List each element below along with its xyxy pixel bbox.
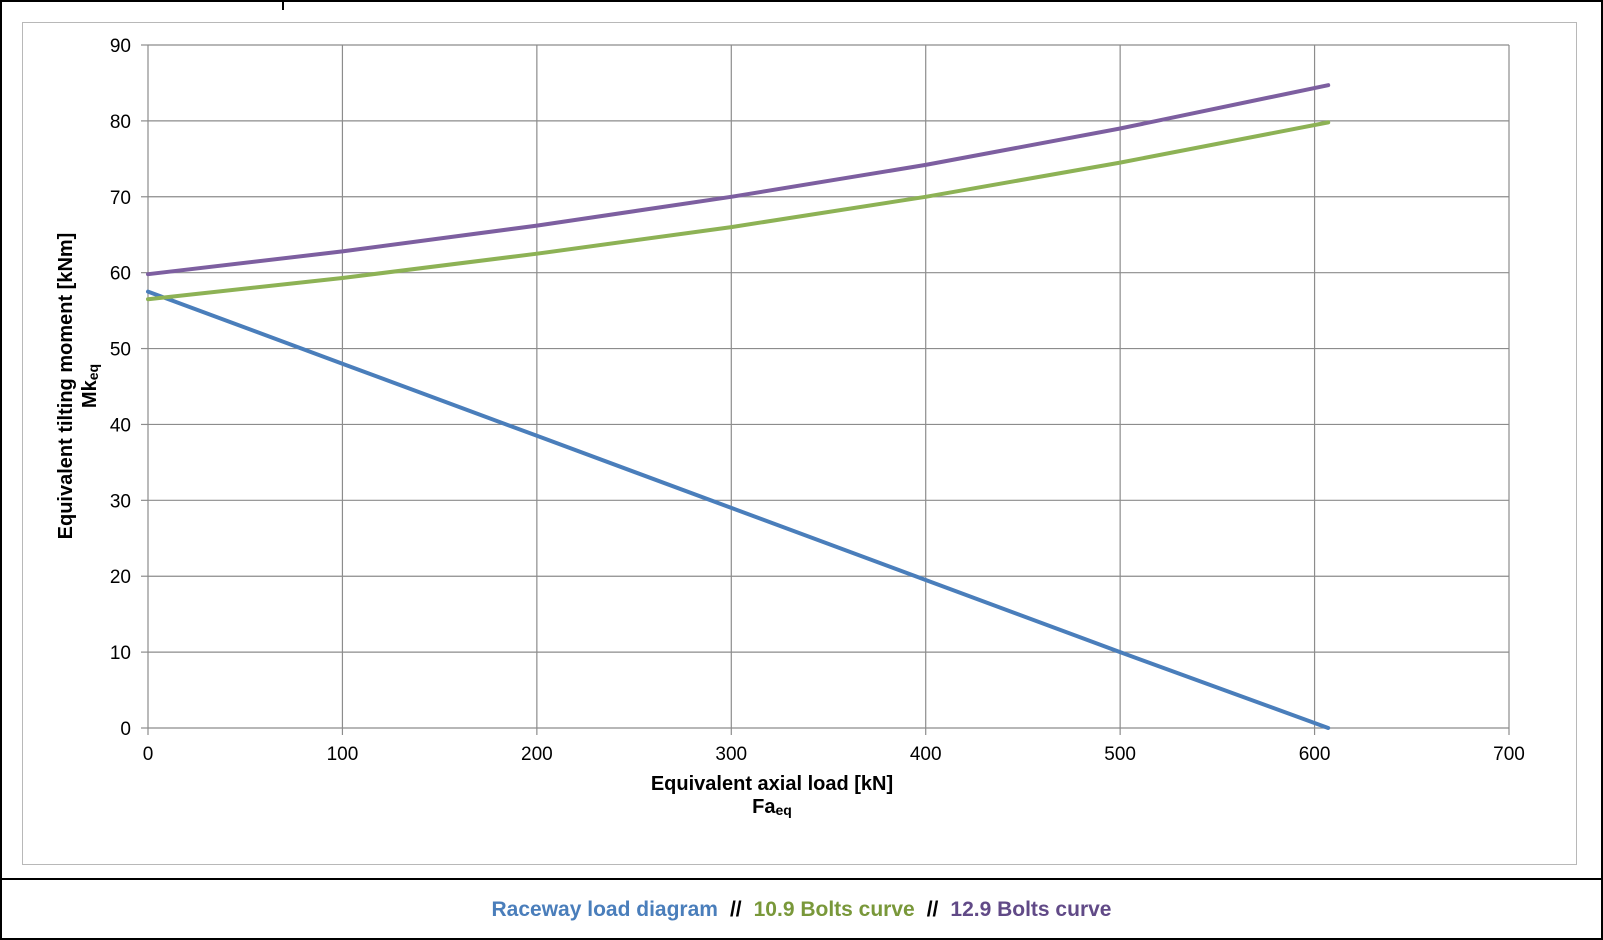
x-tick-label: 0 xyxy=(143,744,154,765)
y-axis-ticks: 0 10 20 30 40 50 60 70 80 90 xyxy=(110,36,131,740)
y-tick-label: 90 xyxy=(110,36,131,57)
x-axis-subtitle-main: Fa xyxy=(752,796,776,818)
y-tick-label: 10 xyxy=(110,643,131,664)
x-tick-label: 700 xyxy=(1493,744,1525,765)
y-tick-label: 70 xyxy=(110,188,131,209)
legend-item-10-9-bolts: 10.9 Bolts curve xyxy=(753,898,915,921)
plot-area-frame xyxy=(22,22,1577,865)
x-tick-label: 200 xyxy=(521,744,553,765)
y-tick-label: 30 xyxy=(110,491,131,512)
y-axis-subtitle: Mkeq xyxy=(79,364,101,408)
y-tick-label: 20 xyxy=(110,567,131,588)
x-axis-subtitle: Faeq xyxy=(752,796,792,818)
legend-item-raceway: Raceway load diagram xyxy=(491,898,718,921)
legend-separator: // xyxy=(926,898,939,921)
y-axis-title: Equivalent tilting moment [kNm] xyxy=(55,233,77,540)
x-tick-label: 100 xyxy=(327,744,359,765)
y-tick-label: 80 xyxy=(110,112,131,133)
series-lines xyxy=(146,83,1331,730)
y-tick-label: 50 xyxy=(110,340,131,361)
series-line-12-9-bolts-curve xyxy=(146,83,1331,277)
y-axis-subtitle-suffix: eq xyxy=(85,364,101,380)
chart-panel xyxy=(0,0,1603,880)
x-axis-subtitle-suffix: eq xyxy=(776,802,792,818)
x-tick-label: 600 xyxy=(1299,744,1331,765)
legend-separator: // xyxy=(729,898,742,921)
x-tick-label: 500 xyxy=(1104,744,1136,765)
x-axis-title: Equivalent axial load [kN] xyxy=(651,773,893,795)
x-tick-label: 400 xyxy=(910,744,942,765)
panel-notch xyxy=(282,0,284,10)
x-tick-label: 300 xyxy=(715,744,747,765)
line-chart: 0 100 200 300 400 500 600 700 0 10 20 30 40 50 60 70 80… xyxy=(55,36,1525,818)
y-tick-label: 40 xyxy=(110,415,131,436)
series-line-raceway-load-diagram xyxy=(146,289,1331,730)
grid-lines xyxy=(141,44,1510,735)
legend-item-12-9-bolts: 12.9 Bolts curve xyxy=(950,898,1112,921)
y-axis-subtitle-main: Mk xyxy=(79,379,101,408)
series-line-10-9-bolts-curve xyxy=(146,120,1331,302)
y-tick-label: 60 xyxy=(110,264,131,285)
x-axis-ticks: 0 100 200 300 400 500 600 700 xyxy=(143,744,1525,765)
y-tick-label: 0 xyxy=(120,719,131,740)
legend: Raceway load diagram // 10.9 Bolts curve… xyxy=(0,882,1603,938)
